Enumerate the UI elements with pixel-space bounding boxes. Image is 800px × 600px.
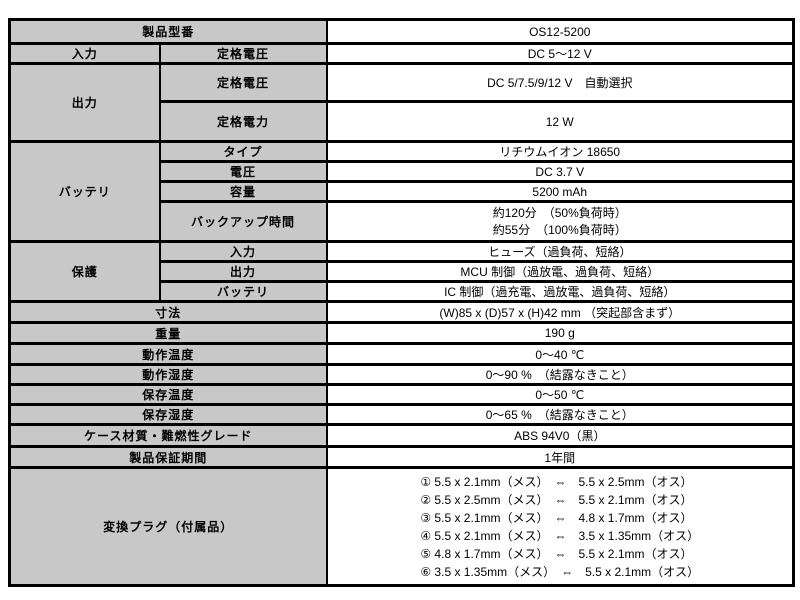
- adapter-plug-item-2: ② 5.5 x 2.5mm（メス） ⇔ 5.5 x 2.1mm（オス）: [420, 492, 693, 507]
- adapter-plug-item-3: ③ 5.5 x 2.1mm（メス） ⇔ 4.8 x 1.7mm（オス）: [420, 510, 693, 525]
- row-operating-humidity: 動作湿度 0～90 % （結露なきこと）: [8, 363, 795, 386]
- row-input-rated-voltage: 入力 定格電圧 DC 5～12 V: [8, 42, 795, 65]
- input-rated-voltage-label-cell: 定格電圧: [158, 42, 328, 65]
- output-rated-voltage-value-cell: DC 5/7.5/9/12 V 自動選択: [325, 62, 795, 103]
- storage-temperature-label-cell: 保存温度: [8, 383, 328, 406]
- operating-temperature-label-cell: 動作温度: [8, 342, 328, 366]
- warranty-value-cell: 1年間: [325, 445, 795, 469]
- input-group-label-cell: 入力: [8, 42, 161, 65]
- battery-group-label-cell: バッテリ: [8, 140, 161, 243]
- protection-input-label-cell: 入力: [158, 240, 328, 263]
- dimensions-value-cell: (W)85 x (D)57 x (H)42 mm （突起部含まず）: [325, 300, 795, 324]
- row-storage-humidity: 保存湿度 0～65 % （結露なきこと）: [8, 403, 795, 426]
- adapter-plugs-label-cell: 変換プラグ（付属品）: [8, 466, 328, 587]
- case-material-value-cell: ABS 94V0（黒）: [325, 423, 795, 448]
- adapter-plug-item-5: ⑤ 4.8 x 1.7mm（メス） ⇔ 5.5 x 2.1mm（オス）: [420, 546, 693, 561]
- protection-input-value-cell: ヒューズ（過負荷、短絡）: [325, 240, 795, 263]
- operating-humidity-label-cell: 動作湿度: [8, 363, 328, 386]
- backup-time-line-2: 約55分 （100%負荷時）: [492, 222, 627, 237]
- backup-time-line-1: 約120分 （50%負荷時）: [492, 205, 627, 220]
- operating-temperature-value-cell: 0～40 ℃: [325, 342, 795, 366]
- battery-backup-time-label-cell: バックアップ時間: [158, 200, 328, 243]
- adapter-plug-item-1: ① 5.5 x 2.1mm（メス） ⇔ 5.5 x 2.5mm（オス）: [420, 474, 693, 489]
- output-rated-voltage-label-cell: 定格電圧: [158, 62, 328, 103]
- model-label-cell: 製品型番: [8, 18, 328, 45]
- storage-temperature-value-cell: 0～50 ℃: [325, 383, 795, 406]
- battery-voltage-label-cell: 電圧: [158, 160, 328, 183]
- row-battery-backup-time: バックアップ時間 約120分 （50%負荷時） 約55分 （100%負荷時）: [10, 200, 795, 243]
- battery-voltage-value-cell: DC 3.7 V: [325, 160, 795, 183]
- battery-capacity-label-cell: 容量: [158, 180, 328, 203]
- row-weight: 重量 190 g: [8, 321, 795, 345]
- battery-capacity-value-cell: 5200 mAh: [325, 180, 795, 203]
- row-protection-output: 出力 MCU 制御（過放電、過負荷、短絡）: [10, 260, 795, 283]
- row-adapter-plugs: 変換プラグ（付属品） ① 5.5 x 2.1mm（メス） ⇔ 5.5 x 2.5…: [8, 466, 795, 587]
- row-protection-battery: バッテリ IC 制御（過充電、過放電、過負荷、短絡）: [10, 280, 795, 303]
- battery-type-label-cell: タイプ: [158, 140, 328, 163]
- dimensions-label-cell: 寸法: [8, 300, 328, 324]
- protection-battery-value-cell: IC 制御（過充電、過放電、過負荷、短絡）: [325, 280, 795, 303]
- warranty-label-cell: 製品保証期間: [8, 445, 328, 469]
- adapter-plugs-value-cell: ① 5.5 x 2.1mm（メス） ⇔ 5.5 x 2.5mm（オス） ② 5.…: [325, 466, 795, 587]
- row-battery-voltage: 電圧 DC 3.7 V: [10, 160, 795, 183]
- storage-humidity-label-cell: 保存湿度: [8, 403, 328, 426]
- row-protection-input: 保護 入力 ヒューズ（過負荷、短絡）: [8, 240, 795, 303]
- storage-humidity-value-cell: 0～65 % （結露なきこと）: [325, 403, 795, 426]
- row-operating-temperature: 動作温度 0～40 ℃: [8, 342, 795, 366]
- row-warranty: 製品保証期間 1年間: [8, 445, 795, 469]
- battery-type-value-cell: リチウムイオン 18650: [325, 140, 795, 163]
- input-rated-voltage-value-cell: DC 5～12 V: [325, 42, 795, 65]
- weight-value-cell: 190 g: [325, 321, 795, 345]
- adapter-plug-item-4: ④ 5.5 x 2.1mm（メス） ⇔ 3.5 x 1.35mm（オス）: [420, 528, 700, 543]
- output-rated-power-label-cell: 定格電力: [158, 100, 328, 143]
- row-storage-temperature: 保存温度 0～50 ℃: [8, 383, 795, 406]
- output-rated-power-value-cell: 12 W: [325, 100, 795, 143]
- row-output-rated-voltage: 出力 定格電圧 DC 5/7.5/9/12 V 自動選択: [8, 62, 795, 143]
- weight-label-cell: 重量: [8, 321, 328, 345]
- row-output-rated-power: 定格電力 12 W: [10, 100, 795, 143]
- protection-output-value-cell: MCU 制御（過放電、過負荷、短絡）: [325, 260, 795, 283]
- protection-group-label-cell: 保護: [8, 240, 161, 303]
- row-dimensions: 寸法 (W)85 x (D)57 x (H)42 mm （突起部含まず）: [8, 300, 795, 324]
- output-group-label-cell: 出力: [8, 62, 161, 143]
- row-model: 製品型番 OS12-5200: [8, 18, 795, 45]
- battery-backup-time-value-cell: 約120分 （50%負荷時） 約55分 （100%負荷時）: [325, 200, 795, 243]
- row-battery-type: バッテリ タイプ リチウムイオン 18650: [8, 140, 795, 243]
- row-case-material: ケース材質・難燃性グレード ABS 94V0（黒）: [8, 423, 795, 448]
- adapter-plug-item-6: ⑥ 3.5 x 1.35mm（メス） ⇔ 5.5 x 2.1mm（オス）: [420, 564, 700, 579]
- spec-table: 製品型番 OS12-5200 入力 定格電圧 DC 5～12 V 出力 定格電圧…: [8, 18, 796, 587]
- case-material-label-cell: ケース材質・難燃性グレード: [8, 423, 328, 448]
- protection-output-label-cell: 出力: [158, 260, 328, 283]
- row-battery-capacity: 容量 5200 mAh: [10, 180, 795, 203]
- model-value-cell: OS12-5200: [325, 18, 795, 45]
- adapter-plug-list: ① 5.5 x 2.1mm（メス） ⇔ 5.5 x 2.5mm（オス） ② 5.…: [420, 473, 699, 581]
- operating-humidity-value-cell: 0～90 % （結露なきこと）: [325, 363, 795, 386]
- protection-battery-label-cell: バッテリ: [158, 280, 328, 303]
